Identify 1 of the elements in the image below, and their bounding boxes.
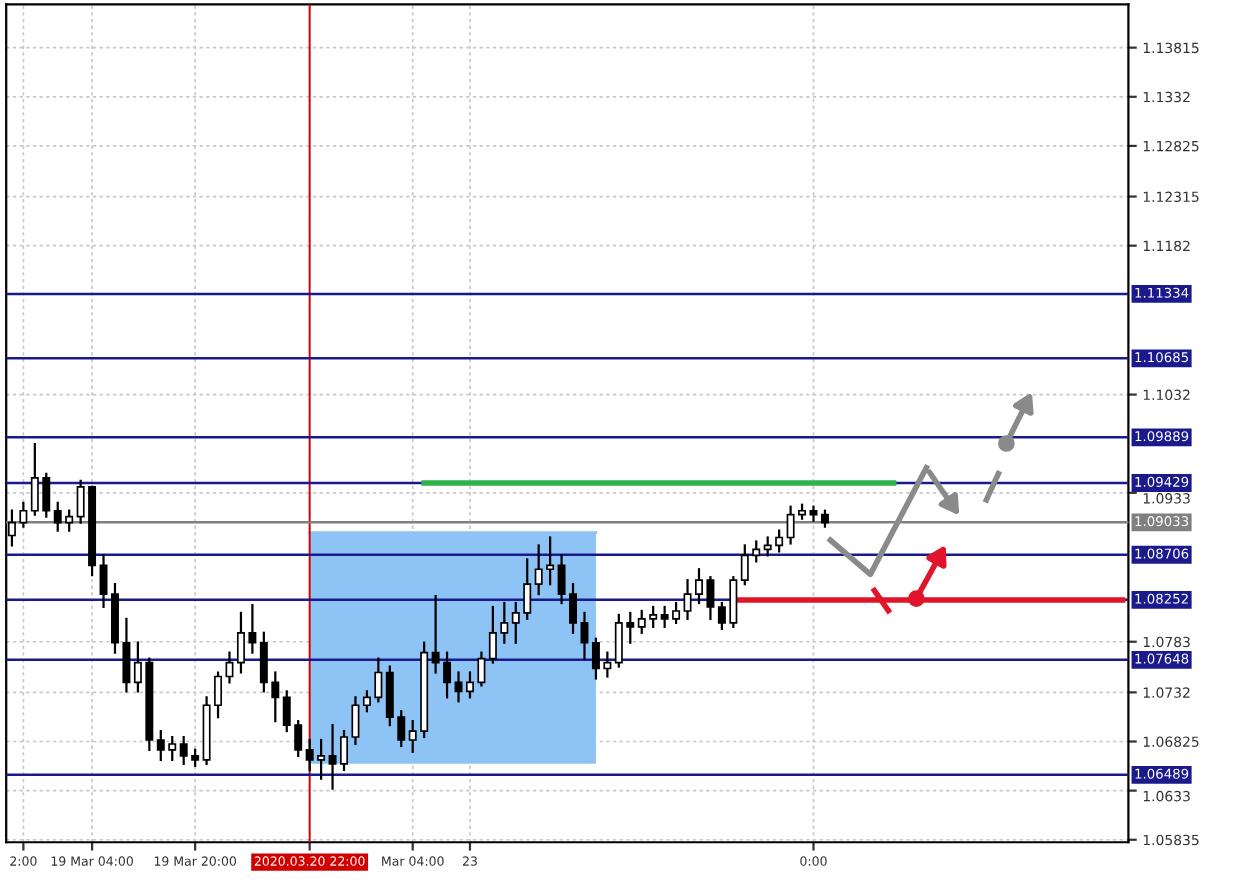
- candlestick: [809, 505, 818, 522]
